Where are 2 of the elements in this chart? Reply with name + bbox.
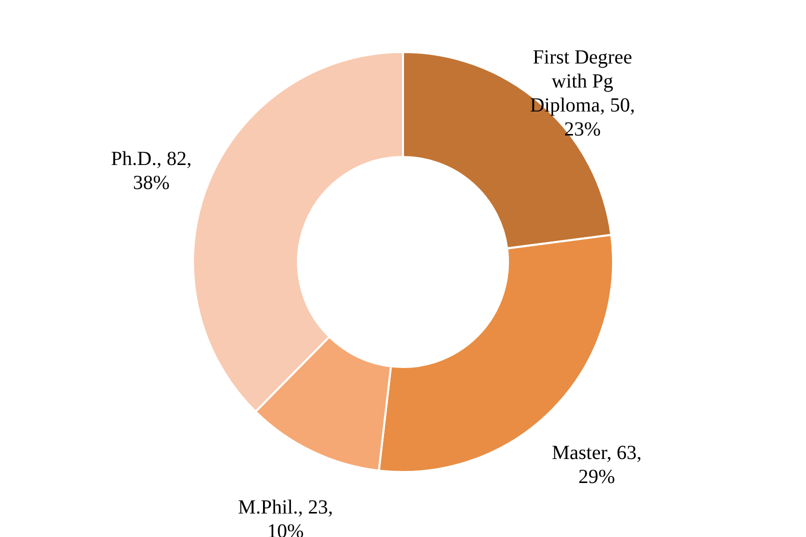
slice-label: Master, 63, 29% [552,442,642,488]
slice-label: Ph.D., 82, 38% [111,148,192,194]
